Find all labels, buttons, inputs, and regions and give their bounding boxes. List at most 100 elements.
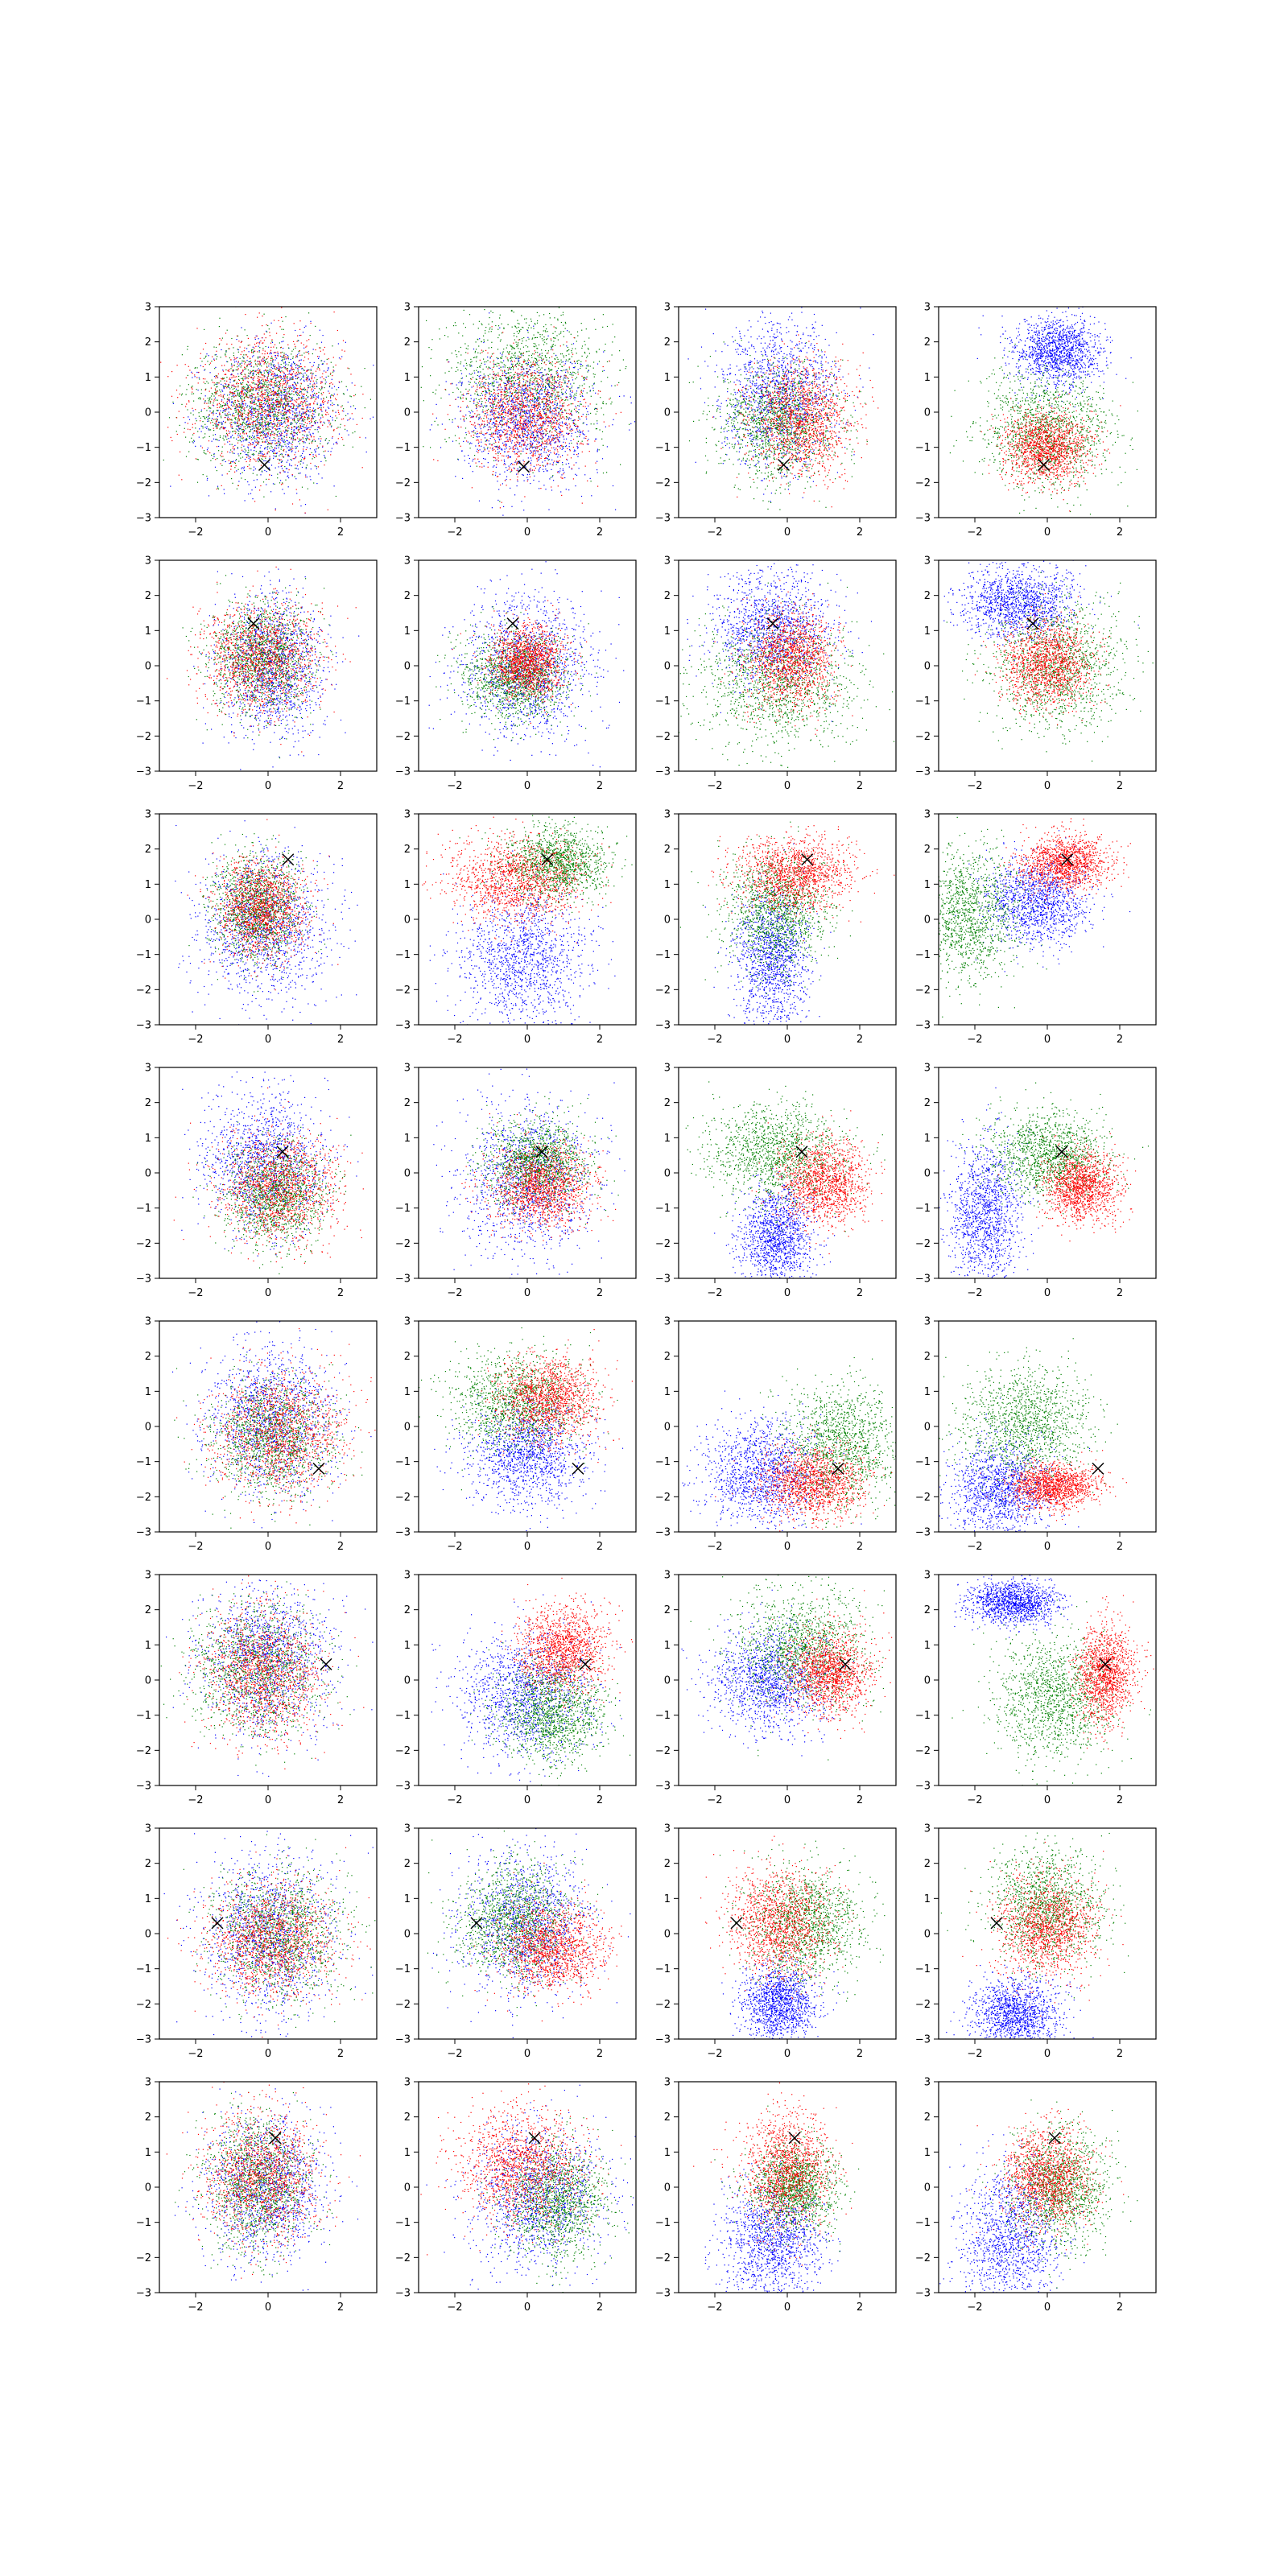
scatter-point xyxy=(596,414,597,415)
scatter-point xyxy=(444,439,445,440)
scatter-point xyxy=(458,389,459,390)
scatter-point xyxy=(255,423,256,424)
scatter-point xyxy=(248,386,249,387)
scatter-point xyxy=(201,431,202,432)
scatter-point xyxy=(545,355,546,356)
scatter-point xyxy=(223,386,224,387)
scatter-point xyxy=(248,493,249,494)
scatter-point xyxy=(267,372,268,373)
scatter-point xyxy=(513,380,514,381)
scatter-point xyxy=(247,390,248,391)
scatter-point xyxy=(539,449,540,450)
scatter-point xyxy=(272,358,273,359)
scatter-point xyxy=(365,437,366,438)
scatter-point xyxy=(320,383,321,384)
scatter-point xyxy=(566,416,567,417)
scatter-point xyxy=(205,400,206,401)
scatter-point xyxy=(580,365,581,366)
scatter-point xyxy=(260,485,261,486)
scatter-point xyxy=(260,415,261,416)
scatter-point xyxy=(303,458,304,459)
scatter-point xyxy=(279,428,280,429)
scatter-point xyxy=(237,430,238,431)
scatter-point xyxy=(322,477,323,478)
scatter-point xyxy=(255,363,256,364)
scatter-point xyxy=(510,346,511,347)
scatter-point xyxy=(593,390,594,391)
scatter-point xyxy=(295,457,296,458)
scatter-point xyxy=(470,362,471,363)
scatter-point xyxy=(255,442,256,443)
scatter-point xyxy=(497,453,498,454)
scatter-point xyxy=(248,345,249,346)
scatter-point xyxy=(551,397,552,398)
scatter-point xyxy=(232,435,233,436)
scatter-point xyxy=(277,477,278,478)
scatter-point xyxy=(298,429,299,430)
scatter-point xyxy=(250,391,251,392)
scatter-point xyxy=(339,414,340,415)
scatter-point xyxy=(589,386,590,387)
scatter-point xyxy=(253,421,254,422)
scatter-point xyxy=(517,374,518,375)
scatter-point xyxy=(236,357,237,358)
scatter-point xyxy=(303,424,304,425)
scatter-point xyxy=(201,393,202,394)
scatter-point xyxy=(596,351,597,352)
scatter-point xyxy=(562,464,563,465)
scatter-point xyxy=(265,458,266,459)
scatter-point xyxy=(242,369,243,370)
scatter-point xyxy=(257,431,258,432)
scatter-point xyxy=(271,367,272,368)
scatter-point xyxy=(353,395,354,396)
scatter-point xyxy=(310,386,311,387)
scatter-point xyxy=(578,412,579,413)
scatter-point xyxy=(285,398,286,399)
scatter-point xyxy=(484,405,485,406)
scatter-point xyxy=(238,401,239,402)
scatter-point xyxy=(343,408,344,409)
scatter-point xyxy=(204,383,205,384)
scatter-point xyxy=(557,319,558,320)
scatter-point xyxy=(253,455,254,456)
scatter-point xyxy=(446,327,447,328)
scatter-point xyxy=(247,452,248,453)
scatter-point xyxy=(230,469,231,470)
scatter-point xyxy=(263,460,264,461)
scatter-point xyxy=(213,428,214,429)
scatter-point xyxy=(308,439,309,440)
scatter-point xyxy=(504,281,505,282)
scatter-point xyxy=(243,429,244,430)
scatter-point xyxy=(514,340,515,341)
scatter-point xyxy=(205,364,206,365)
scatter-point xyxy=(296,412,297,413)
scatter-point xyxy=(282,468,283,469)
scatter-point xyxy=(245,389,246,390)
scatter-point xyxy=(266,386,267,387)
scatter-point xyxy=(305,442,306,443)
scatter-point xyxy=(253,458,254,459)
scatter-point xyxy=(502,291,503,292)
scatter-point xyxy=(317,429,318,430)
scatter-point xyxy=(255,370,256,371)
scatter-point xyxy=(558,361,559,362)
scatter-point xyxy=(330,416,331,417)
scatter-point xyxy=(309,423,310,424)
scatter-point xyxy=(264,417,265,418)
scatter-point xyxy=(232,461,233,462)
scatter-point xyxy=(568,354,569,355)
scatter-point xyxy=(528,358,529,359)
scatter-point xyxy=(297,368,298,369)
scatter-point xyxy=(181,394,182,395)
scatter-point xyxy=(310,434,311,435)
scatter-point xyxy=(177,397,178,398)
scatter-point xyxy=(277,375,278,376)
scatter-point xyxy=(253,432,254,433)
scatter-point xyxy=(540,336,541,337)
scatter-point xyxy=(241,415,242,416)
scatter-point xyxy=(583,378,584,379)
scatter-point xyxy=(521,391,522,392)
scatter-point xyxy=(261,465,262,466)
scatter-point xyxy=(607,361,608,362)
scatter-point xyxy=(259,438,260,439)
